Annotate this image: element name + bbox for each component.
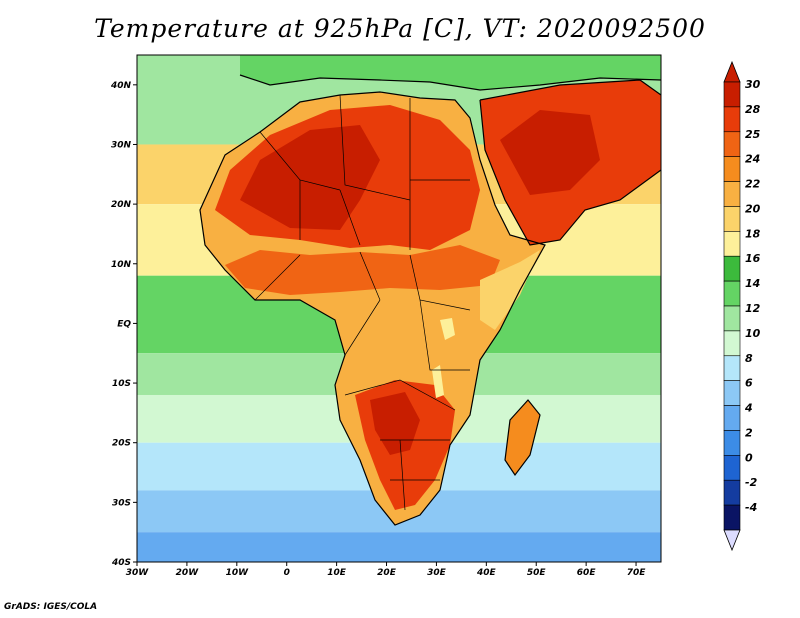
latitude-axis: 40N 30N 20N 10N EQ 10S 20S 30S 40S: [110, 81, 137, 568]
map-title: Temperature at 925hPa [C], VT: 202009250…: [94, 14, 706, 43]
grads-credit: GrADS: IGES/COLA: [4, 602, 98, 612]
colorbar-segment: [723, 156, 741, 182]
colorbar-label: 20: [745, 202, 761, 215]
lon-tick-label: 20W: [176, 568, 200, 578]
lon-tick-label: 60E: [577, 568, 597, 578]
colorbar-segment: [723, 231, 741, 257]
colorbar-segment: [723, 305, 741, 332]
colorbar-label: 10: [745, 327, 761, 340]
lat-tick-label: 10S: [112, 379, 131, 389]
arabia-coastline: [479, 79, 661, 246]
land-temperature-layer: [200, 55, 661, 525]
lon-tick-label: 0: [284, 568, 290, 578]
colorbar-label: 12: [745, 302, 761, 315]
europe-coastline: [239, 74, 661, 91]
colorbar-label: -4: [745, 501, 757, 514]
arabia-hot-core: [500, 110, 600, 195]
colorbar-label: 6: [745, 377, 753, 390]
lon-tick-label: 40E: [476, 568, 497, 578]
colorbar-segment: [723, 380, 741, 406]
colorbar-segment: [723, 455, 741, 481]
colorbar-bottom-arrow: [723, 529, 741, 552]
colorbar-segment: [723, 355, 741, 381]
colorbar-label: 2: [745, 426, 753, 439]
lon-tick-label: 20E: [377, 568, 397, 578]
africa-coastline: [199, 91, 546, 526]
colorbar-label: 25: [745, 128, 761, 141]
colorbar-label: 16: [745, 252, 761, 265]
map-plot-area: [137, 55, 661, 562]
kalahari-core: [370, 392, 420, 455]
coastline-overlay: [199, 74, 661, 526]
colorbar-label: 30: [745, 78, 761, 91]
lon-tick-label: 10E: [327, 568, 347, 578]
colorbar-segment: [723, 330, 741, 357]
colorbar-label: 0: [745, 451, 753, 464]
lon-tick-label: 30E: [427, 568, 447, 578]
lat-tick-label: EQ: [117, 319, 131, 329]
lon-tick-label: 50E: [527, 568, 547, 578]
lat-tick-label: 40N: [110, 81, 132, 91]
sahel-band: [225, 245, 500, 295]
map-frame: [136, 54, 662, 563]
lat-tick-label: 10N: [111, 260, 132, 270]
colorbar-segment: [723, 430, 741, 456]
colorbar-segment: [723, 106, 741, 133]
horn-of-africa: [480, 250, 540, 330]
lat-tick-label: 30S: [112, 498, 131, 508]
colorbar-segment: [723, 504, 741, 531]
lat-tick-label: 40S: [111, 558, 131, 568]
colorbar-segment: [723, 131, 741, 157]
colorbar-segment: [723, 405, 741, 431]
madagascar: [505, 400, 540, 475]
colorbar-segment: [723, 479, 741, 506]
colorbar-label: 8: [745, 352, 753, 365]
lon-tick-label: 30W: [126, 568, 150, 578]
colorbar-label: 28: [745, 103, 761, 116]
country-borders: [254, 94, 471, 511]
colorbar-label: 4: [744, 402, 753, 415]
colorbar-top-arrow: [723, 60, 741, 83]
lon-tick-label: 10W: [226, 568, 250, 578]
colorbar-segment: [723, 206, 741, 232]
madagascar-coastline: [504, 399, 541, 477]
borders-north: [259, 94, 470, 250]
colorbar-segment: [723, 280, 741, 307]
lat-tick-label: 30N: [111, 140, 132, 150]
colorbar-label: -2: [745, 476, 758, 489]
east-african-lakes: [432, 318, 455, 398]
colorbar-label: 22: [745, 178, 761, 191]
colorbar-segment: [723, 181, 741, 207]
colorbar-label: 14: [745, 277, 760, 290]
colorbar-segment: [723, 81, 741, 108]
lat-tick-label: 20S: [112, 439, 131, 449]
lat-tick-label: 20N: [111, 200, 132, 210]
borders-south: [344, 379, 456, 511]
colorbar-segment: [723, 255, 741, 282]
colorbar-label: 24: [745, 153, 760, 166]
borders-central: [254, 251, 471, 371]
colorbar-label: 18: [745, 227, 761, 240]
congo-basin: [345, 300, 470, 372]
lon-tick-label: 70E: [627, 568, 647, 578]
longitude-axis: 30W 20W 10W 0 10E 20E 30E 40E 50E 60E 70E: [126, 562, 646, 578]
ocean-band: [137, 532, 661, 562]
europe-landmass: [240, 55, 661, 90]
